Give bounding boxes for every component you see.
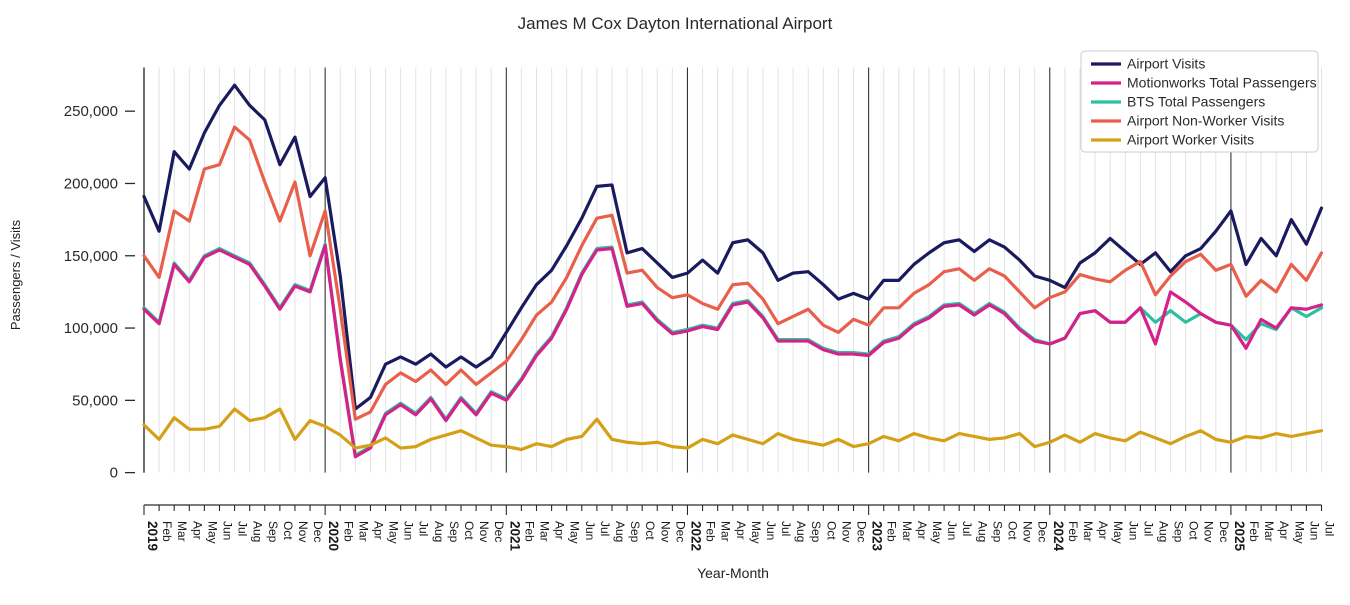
svg-text:May: May <box>205 521 219 544</box>
svg-text:Dec: Dec <box>855 521 869 542</box>
svg-text:Jul: Jul <box>236 521 250 536</box>
svg-text:Apr: Apr <box>553 521 567 540</box>
svg-text:Airport Worker Visits: Airport Worker Visits <box>1127 132 1254 148</box>
svg-text:Nov: Nov <box>839 521 853 542</box>
svg-text:May: May <box>930 521 944 544</box>
svg-text:May: May <box>749 521 763 544</box>
svg-text:Year-Month: Year-Month <box>697 565 769 581</box>
svg-text:Passengers / Visits: Passengers / Visits <box>8 219 23 330</box>
svg-text:Mar: Mar <box>538 521 552 542</box>
svg-text:2020: 2020 <box>326 521 341 551</box>
svg-text:150,000: 150,000 <box>64 248 118 265</box>
svg-text:Jul: Jul <box>598 521 612 536</box>
svg-text:2021: 2021 <box>507 521 522 552</box>
svg-text:Jul: Jul <box>779 521 793 536</box>
svg-text:May: May <box>1111 521 1125 544</box>
svg-text:Oct: Oct <box>1005 521 1019 540</box>
svg-text:Feb: Feb <box>522 521 536 542</box>
svg-text:Jun: Jun <box>945 521 959 540</box>
svg-text:May: May <box>568 521 582 544</box>
svg-text:Sep: Sep <box>447 521 461 543</box>
svg-text:2025: 2025 <box>1232 521 1247 552</box>
svg-text:Oct: Oct <box>643 521 657 540</box>
svg-text:Oct: Oct <box>1187 521 1201 540</box>
svg-text:Motionworks Total Passengers: Motionworks Total Passengers <box>1127 75 1317 91</box>
svg-text:Sep: Sep <box>809 521 823 543</box>
svg-text:Apr: Apr <box>734 521 748 540</box>
svg-text:Jun: Jun <box>220 521 234 540</box>
svg-text:Sep: Sep <box>266 521 280 543</box>
svg-text:Dec: Dec <box>311 521 325 542</box>
svg-text:Aug: Aug <box>975 521 989 542</box>
svg-text:Nov: Nov <box>1021 521 1035 542</box>
svg-text:BTS Total Passengers: BTS Total Passengers <box>1127 94 1265 110</box>
svg-text:Apr: Apr <box>915 521 929 540</box>
svg-text:Jun: Jun <box>764 521 778 540</box>
svg-text:200,000: 200,000 <box>64 175 118 192</box>
svg-text:Feb: Feb <box>1066 521 1080 542</box>
svg-text:Feb: Feb <box>704 521 718 542</box>
svg-text:Jul: Jul <box>417 521 431 536</box>
svg-text:Mar: Mar <box>1081 521 1095 542</box>
svg-text:May: May <box>1292 521 1306 544</box>
svg-text:50,000: 50,000 <box>72 392 118 409</box>
svg-text:100,000: 100,000 <box>64 320 118 337</box>
svg-text:2023: 2023 <box>870 521 885 552</box>
svg-text:Nov: Nov <box>296 521 310 542</box>
svg-text:Aug: Aug <box>432 521 446 542</box>
svg-text:Apr: Apr <box>1096 521 1110 540</box>
svg-text:Mar: Mar <box>175 521 189 542</box>
svg-text:Jun: Jun <box>1126 521 1140 540</box>
svg-text:Dec: Dec <box>1036 521 1050 542</box>
svg-text:May: May <box>387 521 401 544</box>
svg-text:Dec: Dec <box>673 521 687 542</box>
svg-text:Nov: Nov <box>1202 521 1216 542</box>
svg-text:Apr: Apr <box>371 521 385 540</box>
svg-text:2019: 2019 <box>145 521 160 551</box>
svg-text:Apr: Apr <box>1277 521 1291 540</box>
svg-text:2022: 2022 <box>688 521 703 551</box>
svg-text:Dec: Dec <box>492 521 506 542</box>
svg-text:Sep: Sep <box>990 521 1004 543</box>
svg-text:Mar: Mar <box>900 521 914 542</box>
svg-text:Nov: Nov <box>658 521 672 542</box>
svg-text:Jun: Jun <box>1307 521 1321 540</box>
svg-text:Jul: Jul <box>1323 521 1337 536</box>
svg-text:Mar: Mar <box>356 521 370 542</box>
svg-text:Aug: Aug <box>613 521 627 542</box>
svg-text:Aug: Aug <box>1156 521 1170 542</box>
svg-text:250,000: 250,000 <box>64 103 118 120</box>
svg-text:Mar: Mar <box>719 521 733 542</box>
svg-text:Oct: Oct <box>462 521 476 540</box>
svg-text:Sep: Sep <box>1172 521 1186 543</box>
svg-text:Aug: Aug <box>794 521 808 542</box>
svg-text:Nov: Nov <box>477 521 491 542</box>
svg-text:Airport Non-Worker Visits: Airport Non-Worker Visits <box>1127 113 1284 129</box>
svg-text:Feb: Feb <box>341 521 355 542</box>
svg-text:Airport Visits: Airport Visits <box>1127 56 1205 72</box>
svg-text:Jul: Jul <box>960 521 974 536</box>
svg-text:Feb: Feb <box>160 521 174 542</box>
svg-text:Jul: Jul <box>1141 521 1155 536</box>
svg-text:Oct: Oct <box>824 521 838 540</box>
svg-text:Dec: Dec <box>1217 521 1231 542</box>
svg-text:Jun: Jun <box>402 521 416 540</box>
svg-text:Mar: Mar <box>1262 521 1276 542</box>
svg-text:Apr: Apr <box>190 521 204 540</box>
svg-text:Feb: Feb <box>1247 521 1261 542</box>
svg-text:Oct: Oct <box>281 521 295 540</box>
svg-text:Feb: Feb <box>885 521 899 542</box>
svg-text:0: 0 <box>110 465 118 482</box>
svg-text:2024: 2024 <box>1051 521 1066 552</box>
svg-text:Aug: Aug <box>251 521 265 542</box>
svg-text:Sep: Sep <box>628 521 642 543</box>
svg-text:Jun: Jun <box>583 521 597 540</box>
